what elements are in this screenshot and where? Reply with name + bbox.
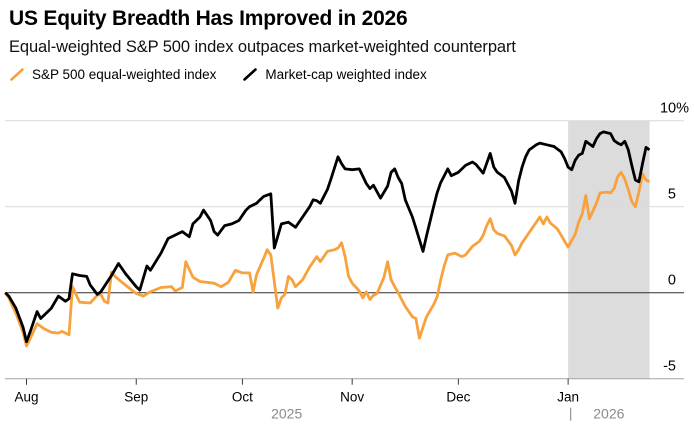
- highlight-band-2026: [568, 120, 650, 379]
- y-axis-label-5: 5: [668, 187, 676, 203]
- y-axis-label-10%: 10%: [660, 101, 689, 117]
- month-label-Oct: Oct: [232, 390, 253, 405]
- month-label-Jan: Jan: [557, 390, 579, 405]
- month-label-Nov: Nov: [340, 390, 364, 405]
- chart-subtitle: Equal-weighted S&P 500 index outpaces ma…: [9, 38, 516, 56]
- series-line-market-cap: [4, 130, 651, 344]
- legend: S&P 500 equal-weighted index Market-cap …: [9, 67, 686, 82]
- legend-slash-orange: [10, 68, 24, 81]
- market-cap-line-marker-icon: [243, 68, 258, 81]
- year-label-2025: 2025: [271, 406, 302, 422]
- chart-title: US Equity Breadth Has Improved in 2026: [9, 7, 408, 30]
- legend-label-equal-weighted: S&P 500 equal-weighted index: [32, 67, 217, 82]
- y-axis-label--5: -5: [663, 359, 676, 375]
- legend-item-equal-weighted: S&P 500 equal-weighted index: [9, 67, 216, 82]
- legend-label-market-cap: Market-cap weighted index: [265, 67, 427, 82]
- month-label-Sep: Sep: [124, 390, 148, 405]
- y-axis-label-0: 0: [668, 273, 676, 289]
- chart-header: US Equity Breadth Has Improved in 2026 E…: [0, 0, 694, 82]
- legend-item-market-cap: Market-cap weighted index: [242, 67, 427, 82]
- month-label-Aug: Aug: [14, 390, 38, 405]
- year-label-2026: 2026: [593, 406, 624, 422]
- legend-slash-black: [243, 68, 258, 81]
- month-label-Dec: Dec: [446, 390, 470, 405]
- equal-weighted-line-marker-icon: [10, 68, 24, 81]
- series-line-equal-weighted: [4, 170, 651, 348]
